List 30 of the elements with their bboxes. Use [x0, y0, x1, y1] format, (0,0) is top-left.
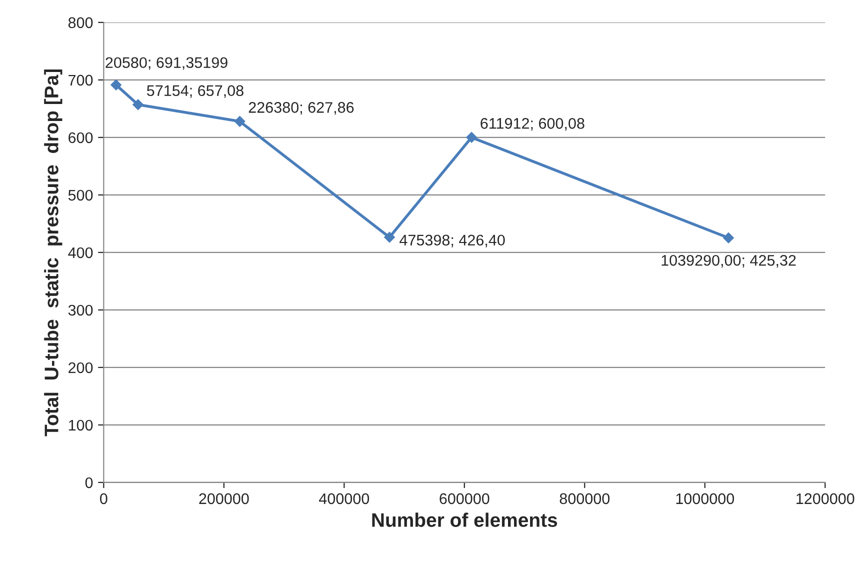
y-tick-label: 500: [68, 190, 93, 201]
y-tick-label: 100: [68, 420, 93, 431]
y-tick-label: 200: [68, 362, 93, 374]
x-tick-label: 1000000: [676, 493, 734, 504]
point: [132, 99, 144, 110]
data-label: 57154; 657,08: [146, 85, 244, 98]
x-axis-title: Number of elements: [372, 512, 558, 527]
y-tick-label: 0: [85, 477, 93, 488]
point: [466, 132, 477, 143]
data-label: 226380; 627,86: [248, 102, 354, 115]
x-tick-label: 800000: [560, 493, 610, 504]
x-tick-label: 600000: [440, 493, 490, 504]
y-tick-label: 700: [68, 74, 93, 86]
y-axis-title: Total U-tube static pressure drop [Pa]: [44, 69, 62, 436]
x-tick-label: 400000: [319, 493, 370, 504]
data-label: 611912; 600,08: [480, 118, 584, 131]
y-tick-label: 400: [68, 247, 93, 258]
point: [723, 232, 734, 244]
y-tick-label: 800: [68, 17, 93, 28]
data-label: 20580; 691,35199: [106, 57, 228, 70]
y-tick-label: 300: [68, 304, 93, 316]
x-tick-label: 1200000: [796, 493, 854, 504]
x-tick-label: 200000: [199, 493, 249, 504]
data-label: 475398; 426,40: [400, 234, 505, 248]
data-label: 1039290,00; 425,32: [662, 254, 796, 268]
point: [110, 79, 122, 90]
x-tick-label: 0: [100, 493, 108, 504]
point: [234, 116, 246, 127]
y-tick-label: 600: [68, 132, 93, 144]
point: [384, 232, 395, 243]
